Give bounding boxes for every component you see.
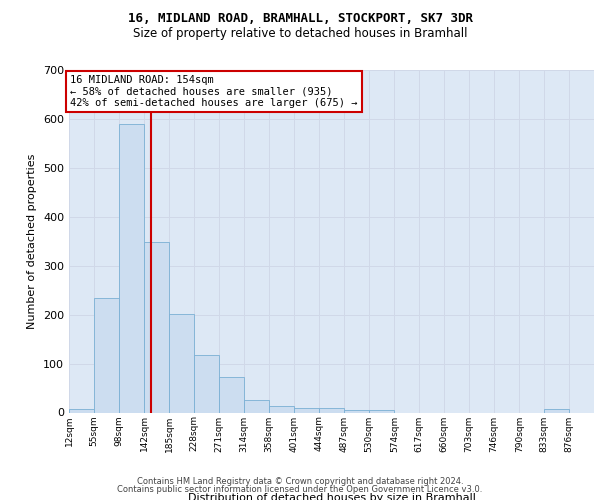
Bar: [219, 377, 244, 412]
Bar: [194, 356, 219, 412]
Y-axis label: Number of detached properties: Number of detached properties: [28, 154, 37, 329]
Text: 16, MIDLAND ROAD, BRAMHALL, STOCKPORT, SK7 3DR: 16, MIDLAND ROAD, BRAMHALL, STOCKPORT, S…: [128, 12, 473, 26]
Text: 16 MIDLAND ROAD: 154sqm
← 58% of detached houses are smaller (935)
42% of semi-d: 16 MIDLAND ROAD: 154sqm ← 58% of detache…: [70, 75, 358, 108]
Bar: [244, 400, 269, 412]
Bar: [69, 408, 94, 412]
X-axis label: Distribution of detached houses by size in Bramhall: Distribution of detached houses by size …: [188, 494, 475, 500]
Text: Contains HM Land Registry data © Crown copyright and database right 2024.: Contains HM Land Registry data © Crown c…: [137, 477, 463, 486]
Bar: [119, 124, 143, 412]
Text: Contains public sector information licensed under the Open Government Licence v3: Contains public sector information licen…: [118, 485, 482, 494]
Bar: [319, 408, 344, 412]
Bar: [544, 408, 569, 412]
Bar: [344, 410, 368, 412]
Text: Size of property relative to detached houses in Bramhall: Size of property relative to detached ho…: [133, 28, 467, 40]
Bar: [269, 406, 294, 412]
Bar: [94, 298, 119, 412]
Bar: [295, 408, 319, 412]
Bar: [369, 410, 394, 412]
Bar: [169, 314, 194, 412]
Bar: [145, 242, 169, 412]
